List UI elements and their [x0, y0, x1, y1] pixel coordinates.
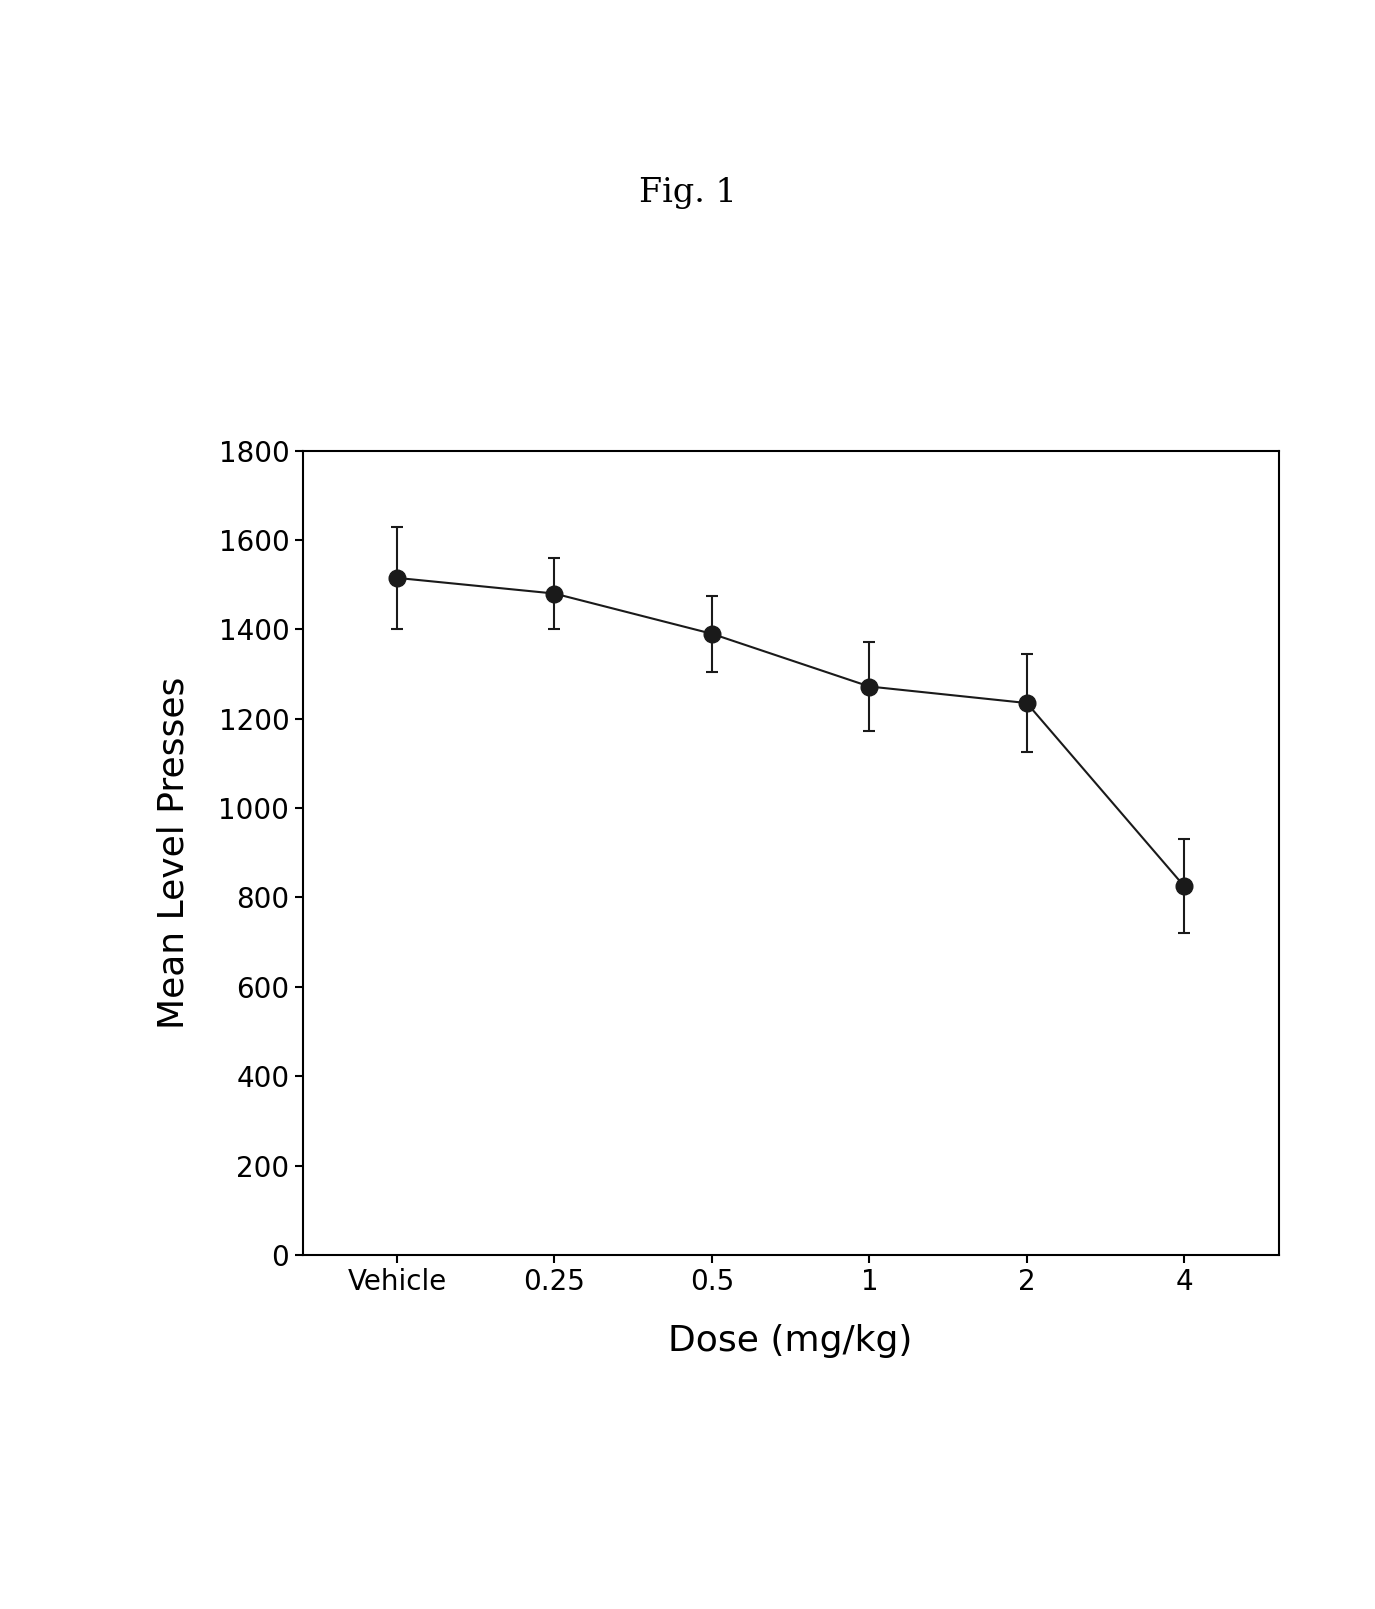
X-axis label: Dose (mg/kg): Dose (mg/kg): [668, 1324, 913, 1358]
Y-axis label: Mean Level Presses: Mean Level Presses: [157, 676, 191, 1030]
Text: Fig. 1: Fig. 1: [638, 177, 737, 209]
